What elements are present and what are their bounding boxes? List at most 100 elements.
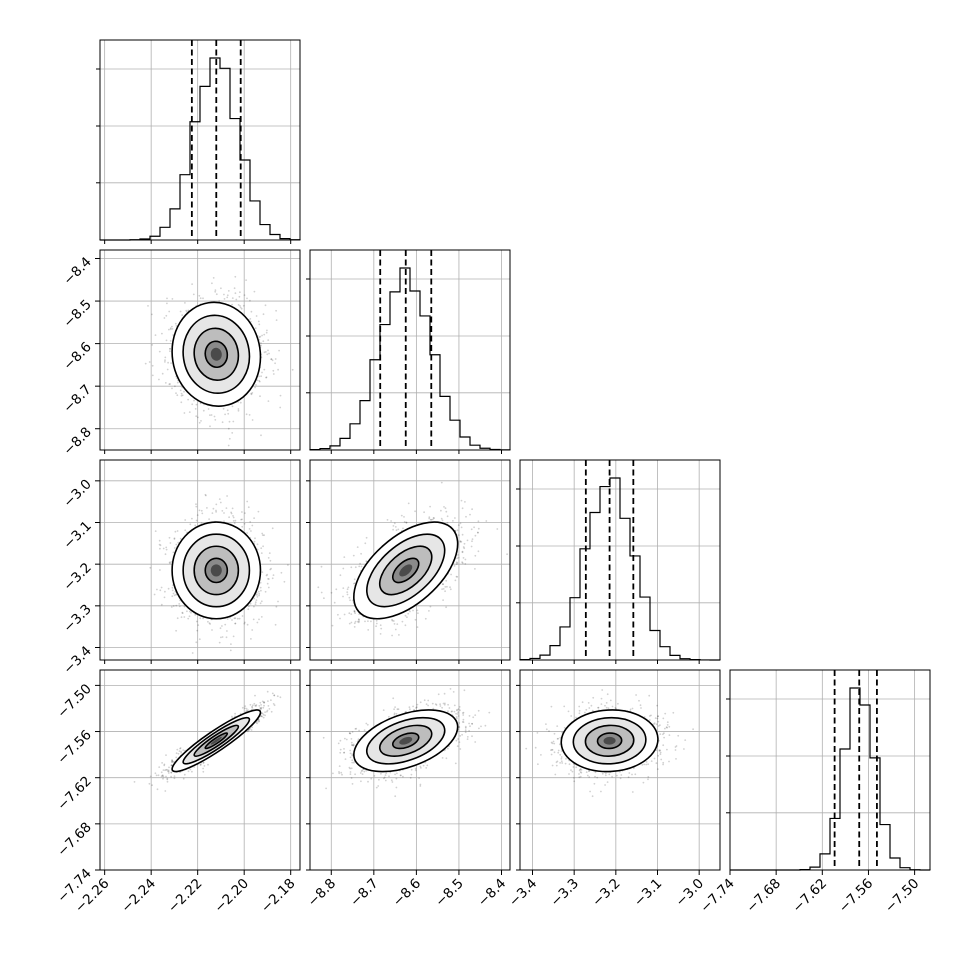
scatter-point xyxy=(178,750,181,752)
scatter-point xyxy=(226,409,229,412)
scatter-point xyxy=(212,277,215,279)
scatter-point xyxy=(230,511,233,514)
scatter-point xyxy=(351,754,354,757)
scatter-point xyxy=(655,762,658,765)
scatter-point xyxy=(169,562,171,564)
scatter-point xyxy=(474,554,477,557)
scatter-point xyxy=(360,770,363,772)
scatter-point xyxy=(262,713,265,716)
scatter-point xyxy=(162,775,165,778)
scatter-point xyxy=(457,715,460,717)
scatter-point xyxy=(458,726,461,729)
scatter-point xyxy=(379,633,382,635)
xtick-label-2-1: −3.3 xyxy=(548,876,582,910)
scatter-point xyxy=(457,738,459,740)
scatter-point xyxy=(537,763,539,766)
scatter-point xyxy=(388,775,390,778)
scatter-point xyxy=(419,765,422,768)
scatter-point xyxy=(611,775,613,778)
scatter-point xyxy=(619,777,622,780)
scatter-point xyxy=(253,702,256,705)
scatter-point xyxy=(170,764,173,767)
scatter-point xyxy=(337,613,339,616)
scatter-point xyxy=(273,694,276,697)
scatter-point xyxy=(234,712,237,715)
scatter-point xyxy=(266,710,268,713)
scatter-point xyxy=(447,747,449,750)
scatter-point xyxy=(171,589,174,592)
scatter-point xyxy=(163,763,166,766)
scatter-point xyxy=(571,770,574,773)
scatter-point xyxy=(465,515,467,518)
scatter-point xyxy=(339,617,341,620)
scatter-point xyxy=(471,540,473,543)
scatter-point xyxy=(187,398,190,401)
scatter-point xyxy=(384,779,387,782)
scatter-point xyxy=(230,512,233,515)
scatter-point xyxy=(397,528,400,531)
scatter-point xyxy=(170,764,173,767)
xtick-label-3-4: −7.50 xyxy=(882,876,923,917)
scatter-point xyxy=(253,290,256,293)
scatter-point xyxy=(339,751,342,754)
scatter-point xyxy=(657,715,659,718)
scatter-point xyxy=(462,711,465,714)
scatter-point xyxy=(179,537,182,540)
density-fill-2-0 xyxy=(210,564,222,577)
scatter-point xyxy=(395,529,398,532)
scatter-point xyxy=(154,530,157,532)
scatter-point xyxy=(568,763,571,766)
scatter-point xyxy=(550,741,553,744)
scatter-point xyxy=(323,597,325,600)
scatter-point xyxy=(614,707,617,709)
scatter-point xyxy=(386,519,389,521)
scatter-point xyxy=(231,405,234,408)
scatter-point xyxy=(262,701,265,704)
scatter-point xyxy=(226,630,228,632)
scatter-point xyxy=(241,525,244,528)
scatter-point xyxy=(246,500,249,503)
contour-3-2-1 xyxy=(584,724,635,757)
scatter-point xyxy=(270,567,272,570)
scatter-point xyxy=(606,781,609,783)
scatter-point xyxy=(450,573,452,576)
scatter-point xyxy=(166,297,168,300)
scatter-point xyxy=(553,751,556,754)
scatter-point xyxy=(259,602,262,605)
scatter-point xyxy=(415,707,417,709)
scatter-point xyxy=(395,786,398,789)
scatter-point xyxy=(170,771,173,774)
contour-2-0-0 xyxy=(204,557,229,584)
scatter-point xyxy=(243,621,246,624)
scatter-point xyxy=(271,527,274,530)
scatter-point xyxy=(407,502,410,505)
scatter-point xyxy=(243,294,246,296)
scatter-point xyxy=(168,536,171,539)
scatter-point xyxy=(267,400,270,402)
scatter-point xyxy=(350,767,353,770)
scatter-point xyxy=(270,358,273,361)
scatter-point xyxy=(255,721,258,724)
scatter-point xyxy=(263,704,265,707)
scatter-point xyxy=(221,636,224,638)
scatter-point xyxy=(439,705,442,707)
scatter-point xyxy=(417,612,419,615)
scatter-point xyxy=(548,730,550,732)
scatter-point xyxy=(555,761,558,764)
scatter-point xyxy=(173,538,176,540)
scatter-point xyxy=(382,709,385,711)
scatter-point xyxy=(593,782,596,785)
scatter-point xyxy=(668,725,671,728)
scatter-point xyxy=(234,275,237,278)
scatter-point xyxy=(170,761,173,763)
scatter-point xyxy=(258,380,261,383)
scatter-point xyxy=(247,506,250,509)
scatter-point xyxy=(265,376,267,379)
scatter-point xyxy=(235,298,238,301)
scatter-point xyxy=(340,771,343,774)
scatter-point xyxy=(262,313,265,316)
scatter-point xyxy=(674,746,677,748)
scatter-point xyxy=(365,560,368,562)
scatter-point xyxy=(181,612,184,614)
